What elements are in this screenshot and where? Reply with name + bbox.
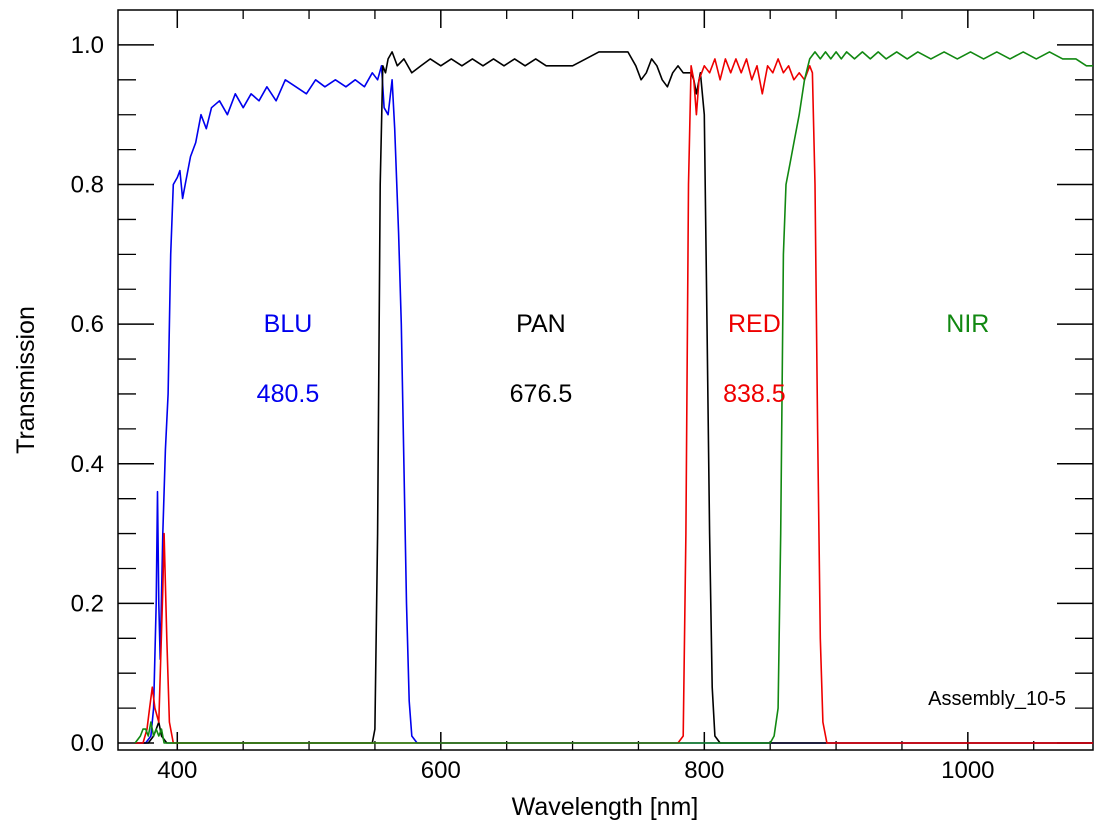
x-axis-label: Wavelength [nm] <box>512 793 699 821</box>
assembly-annotation: Assembly_10-5 <box>928 688 1066 710</box>
y-tick-label: 0.0 <box>71 730 104 757</box>
band-label-nir: NIR <box>946 310 989 338</box>
y-tick-label: 0.6 <box>71 311 104 338</box>
series-line-nir <box>134 51 1093 744</box>
band-center-red: 838.5 <box>723 380 786 408</box>
y-tick-label: 0.4 <box>71 451 104 478</box>
plot-frame <box>117 9 1094 751</box>
x-tick-label: 800 <box>684 757 724 784</box>
x-tick-label: 600 <box>421 757 461 784</box>
y-tick-label: 0.8 <box>71 172 104 199</box>
axis-ticks: 400 600 800 1000 0.0 0.2 0.4 0.6 0.8 1.0 <box>71 10 1093 784</box>
x-tick-label: 1000 <box>941 757 994 784</box>
band-center-pan: 676.5 <box>510 380 573 408</box>
band-center-blu: 480.5 <box>257 380 320 408</box>
y-axis-label: Transmission <box>12 306 40 454</box>
labels-layer: BLU 480.5 PAN 676.5 RED 838.5 NIR <box>257 310 990 408</box>
series-line-blu <box>135 65 1093 744</box>
x-tick-label: 400 <box>157 757 197 784</box>
band-label-red: RED <box>728 310 781 338</box>
y-tick-label: 0.2 <box>71 590 104 617</box>
y-tick-label: 1.0 <box>71 32 104 59</box>
band-label-pan: PAN <box>516 310 566 338</box>
series-layer <box>134 51 1093 744</box>
band-label-blu: BLU <box>264 310 313 338</box>
